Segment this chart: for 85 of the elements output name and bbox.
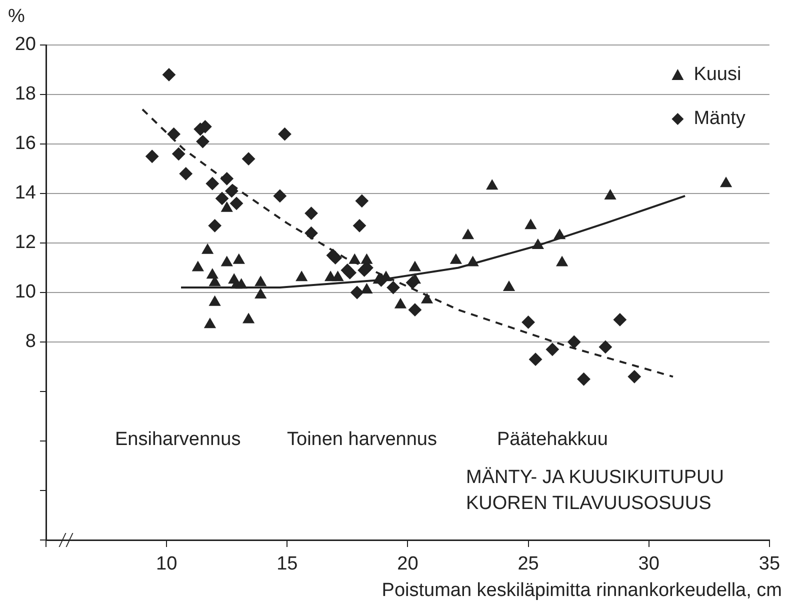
x-tick-label: 10 <box>156 554 178 575</box>
point <box>577 372 590 386</box>
point <box>352 219 366 232</box>
annotation: Päätehakkuu <box>497 429 608 451</box>
point <box>204 318 216 328</box>
point <box>206 177 219 190</box>
point <box>179 167 192 180</box>
legend-label: Kuusi <box>694 64 742 86</box>
point <box>225 184 238 198</box>
point <box>348 254 360 264</box>
x-tick-label: 20 <box>397 554 418 575</box>
point <box>172 147 186 160</box>
point <box>332 271 344 282</box>
point <box>350 286 364 299</box>
point <box>230 196 244 210</box>
point <box>221 256 233 266</box>
point <box>450 254 462 264</box>
point <box>220 172 234 186</box>
point <box>209 296 220 306</box>
point <box>254 276 266 286</box>
point <box>254 288 266 298</box>
point <box>373 274 384 284</box>
point <box>556 256 568 266</box>
point <box>613 313 626 326</box>
y-tick-label: 18 <box>14 84 36 105</box>
y-tick-label: 10 <box>14 282 36 303</box>
point <box>604 189 616 200</box>
point <box>236 278 248 289</box>
point <box>361 254 372 264</box>
point <box>361 284 372 294</box>
x-tick-label: 30 <box>638 554 660 575</box>
point <box>206 268 218 279</box>
point <box>278 128 292 141</box>
point <box>328 251 342 264</box>
point <box>304 206 318 220</box>
point <box>598 340 612 354</box>
point <box>394 298 406 308</box>
point <box>628 370 641 384</box>
point <box>503 281 515 292</box>
y-tick-label: 20 <box>14 34 36 56</box>
y-tick-label: 12 <box>14 232 36 254</box>
point <box>355 194 368 208</box>
point <box>532 238 544 249</box>
point <box>192 261 204 272</box>
point <box>409 261 421 272</box>
point <box>216 192 229 205</box>
y-tick-label: 8 <box>25 331 36 352</box>
x-tick-label: 15 <box>276 554 298 575</box>
point <box>522 316 535 329</box>
point <box>242 152 256 166</box>
point <box>546 342 559 356</box>
annotation: Ensiharvennus <box>115 429 241 451</box>
point <box>720 177 732 188</box>
y-axis-title: % <box>8 6 25 28</box>
point <box>568 336 581 348</box>
point <box>486 180 498 190</box>
point <box>167 128 180 141</box>
point <box>146 150 159 163</box>
point <box>343 266 356 280</box>
point <box>202 244 214 254</box>
x-axis-title: Poistuman keskiläpimitta rinnankorkeudella, cm <box>382 580 782 602</box>
point <box>221 202 233 212</box>
point <box>421 293 433 304</box>
point <box>233 254 245 264</box>
point <box>196 135 210 148</box>
point <box>408 303 422 316</box>
point <box>462 229 474 240</box>
point <box>208 219 222 232</box>
point <box>296 271 308 282</box>
x-tick-label: 35 <box>758 554 780 575</box>
y-tick-label: 14 <box>14 182 36 204</box>
point <box>529 352 542 366</box>
point <box>273 189 286 202</box>
legend-label: Mänty <box>694 108 746 130</box>
point <box>242 313 254 324</box>
point <box>304 226 318 240</box>
point <box>467 256 479 266</box>
point <box>162 68 176 82</box>
text: MÄNTY- JA KUUSIKUITUPUU KUOREN TILAVUUSOSUUS <box>466 466 725 516</box>
x-tick-label: 25 <box>518 554 539 575</box>
point <box>554 229 566 240</box>
annotation: Toinen harvennus <box>287 429 437 451</box>
y-tick-label: 16 <box>14 133 36 154</box>
point <box>525 219 536 230</box>
point <box>386 281 400 294</box>
